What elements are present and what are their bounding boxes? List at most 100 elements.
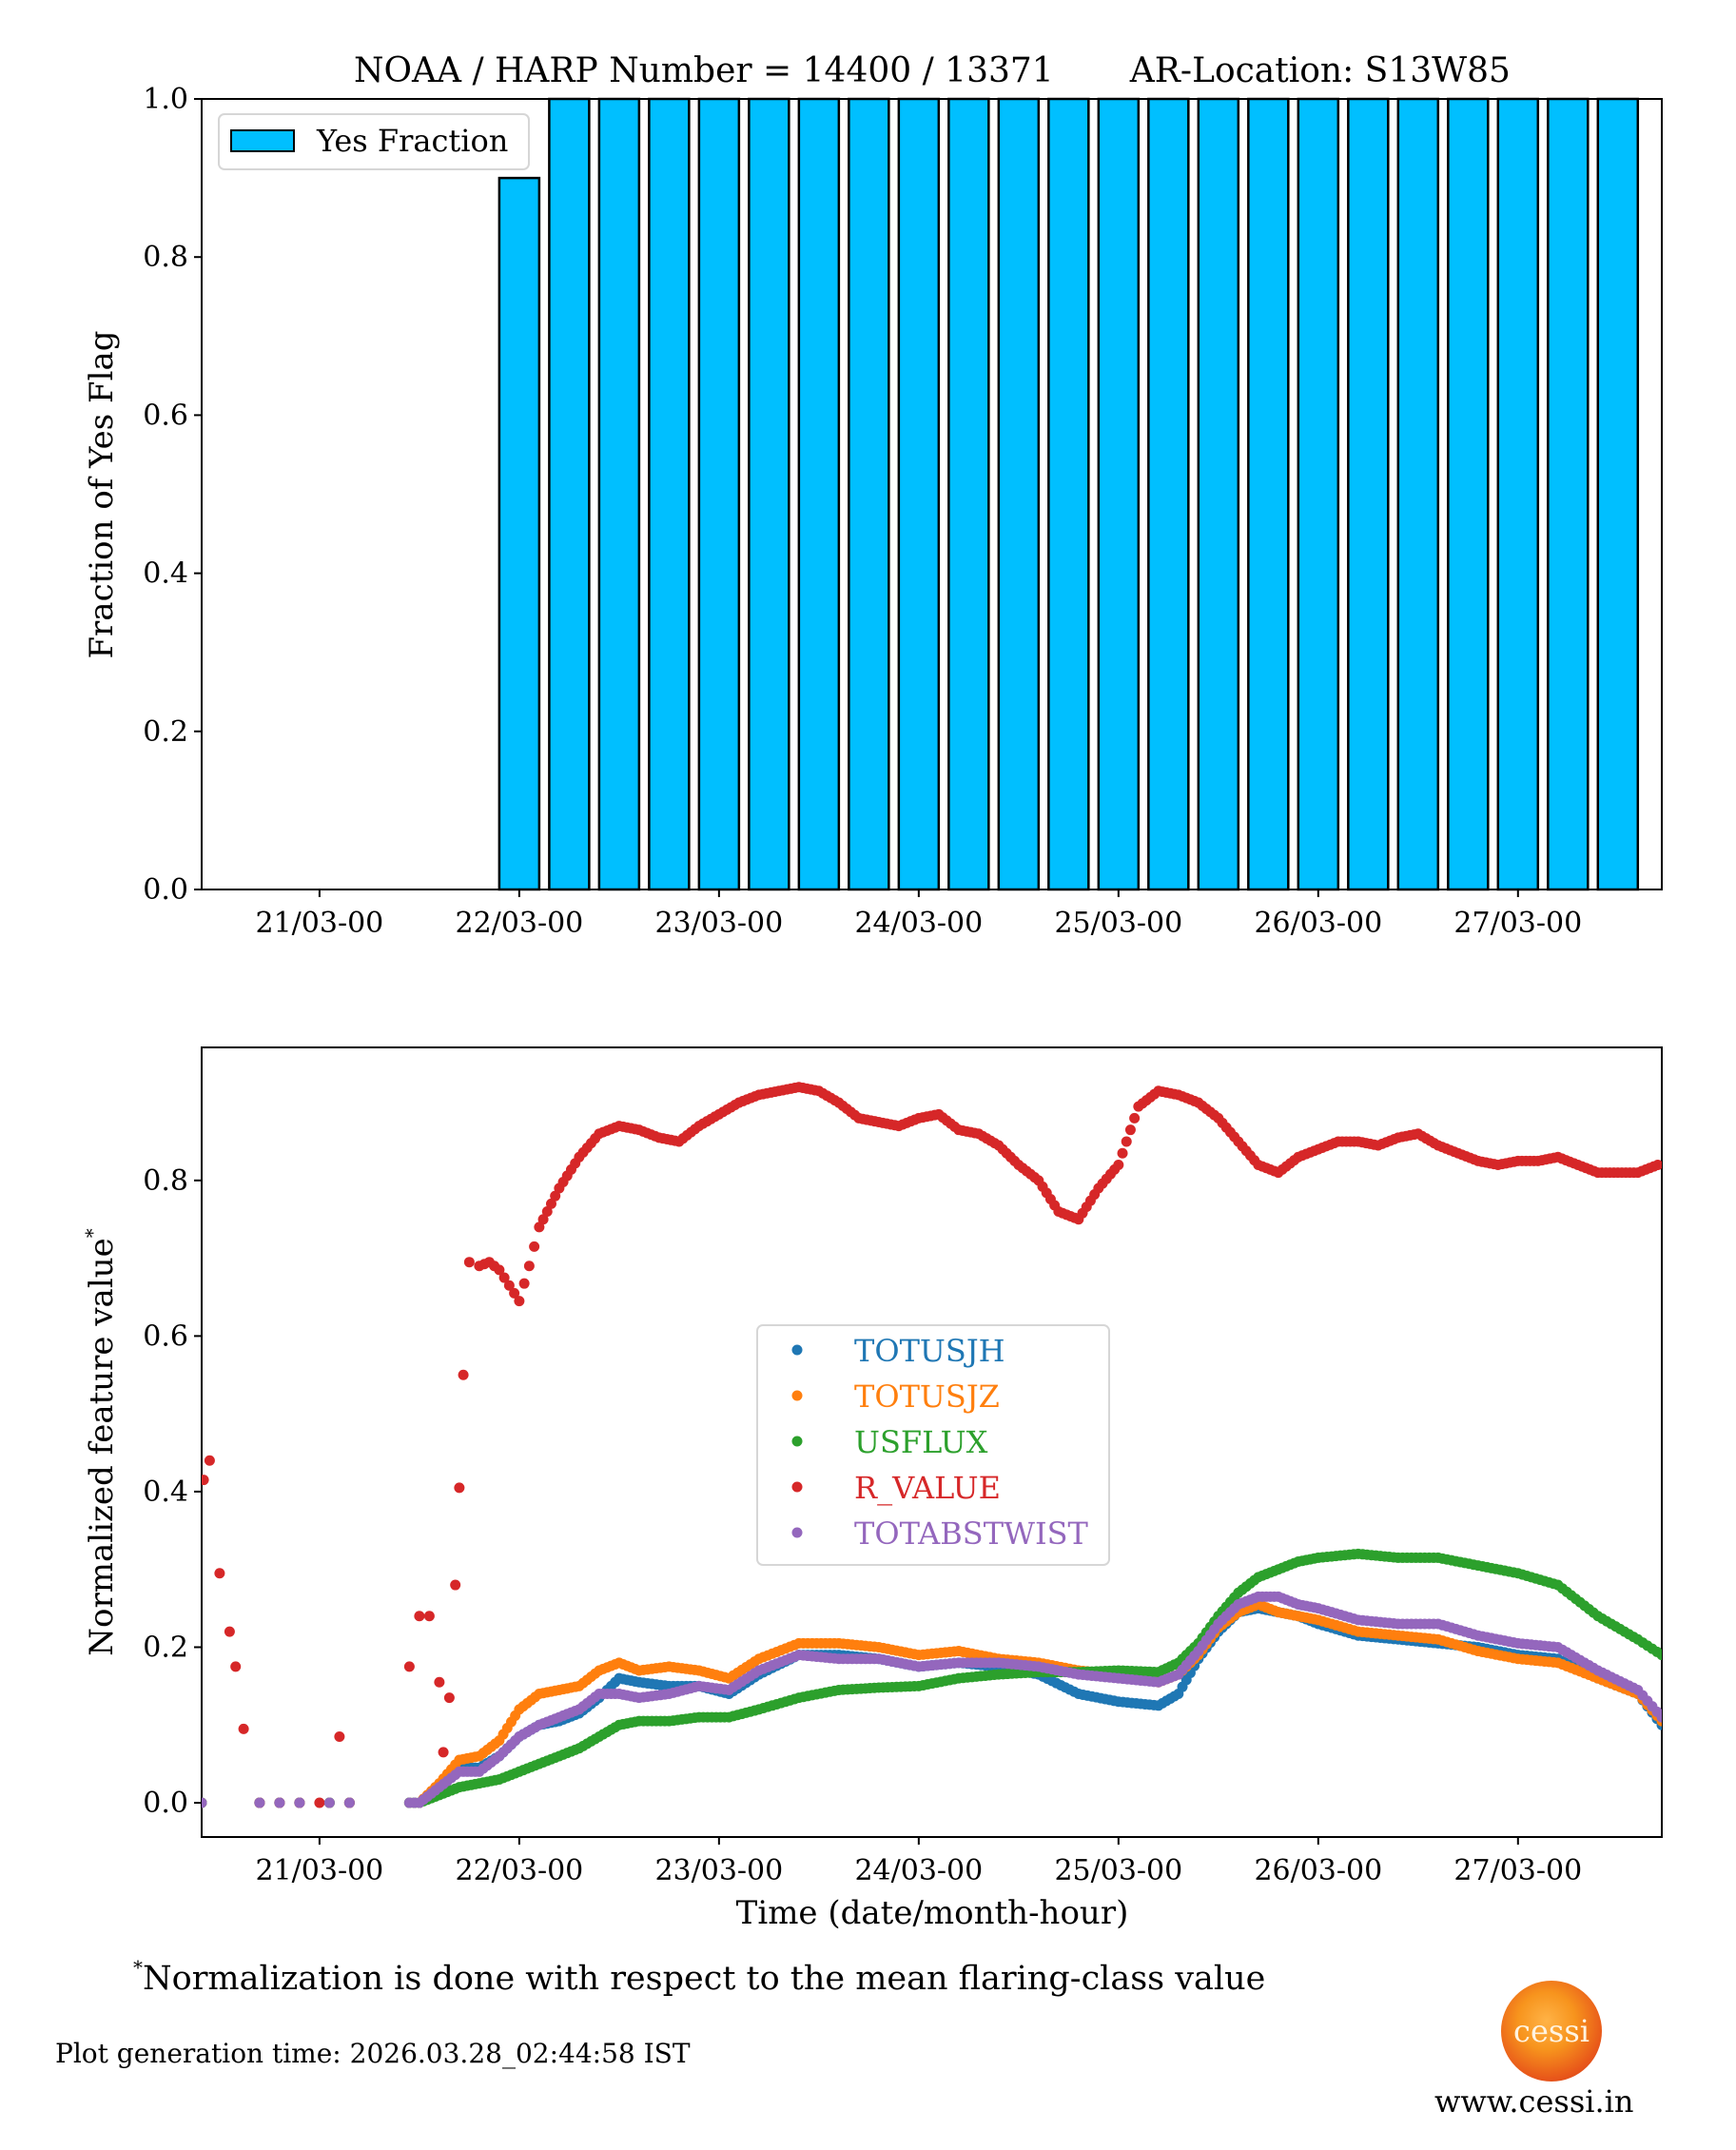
bar	[597, 97, 641, 891]
yes-fraction-bar-chart: NOAA / HARP Number = 14400 / 13371 AR-Lo…	[83, 51, 1663, 940]
data-point	[274, 1797, 285, 1808]
data-point	[423, 1611, 435, 1622]
bar	[848, 97, 890, 891]
plot-generation-time: Plot generation time: 2026.03.28_02:44:5…	[55, 2038, 691, 2069]
series-totabstwist	[202, 1591, 1662, 1808]
data-point	[534, 1222, 545, 1233]
website-link[interactable]: www.cessi.in	[1434, 2083, 1634, 2120]
x-tick-label: 24/03-00	[854, 1854, 983, 1887]
data-point	[230, 1661, 242, 1672]
x-tick-label: 27/03-00	[1453, 907, 1582, 940]
data-point	[503, 1280, 515, 1291]
y-tick-label: 0.4	[143, 557, 188, 591]
data-point	[204, 1455, 215, 1466]
bar	[1297, 97, 1340, 891]
legend-frame	[756, 1324, 1110, 1566]
data-point	[458, 1369, 469, 1380]
data-point	[1656, 1711, 1662, 1723]
bar	[997, 97, 1041, 891]
data-point	[202, 1475, 209, 1486]
bar	[1347, 97, 1390, 891]
bar	[497, 176, 541, 891]
data-point	[509, 1287, 520, 1299]
data-point	[498, 1272, 510, 1283]
legend: TOTUSJH TOTUSJZ USFLUX R_VALUE TOTABSTWIST	[756, 1324, 1110, 1566]
legend-label: TOTUSJZ	[854, 1378, 1000, 1415]
footnote-text: Normalization is done with respect to th…	[143, 1960, 1266, 1998]
y-tick-label: 0.8	[143, 241, 188, 274]
data-point	[434, 1676, 445, 1688]
x-tick-label: 25/03-00	[1054, 907, 1182, 940]
data-point	[1121, 1136, 1132, 1147]
bar	[1247, 97, 1290, 891]
data-point	[537, 1214, 549, 1225]
legend-marker	[791, 1481, 803, 1493]
x-tick-label: 24/03-00	[854, 907, 983, 940]
data-point	[1117, 1147, 1128, 1159]
data-point	[254, 1797, 265, 1808]
data-point	[454, 1482, 465, 1494]
legend-label: USFLUX	[854, 1424, 988, 1460]
series-usflux	[202, 1548, 1662, 1808]
data-point	[514, 1296, 525, 1307]
legend-marker	[791, 1527, 803, 1538]
data-point	[414, 1611, 425, 1622]
legend-swatch	[230, 129, 295, 152]
footnote-mark: *	[133, 1956, 143, 1979]
y-axis-label: Fraction of Yes Flag	[83, 330, 121, 658]
y-tick-label: 0.2	[143, 1631, 188, 1664]
data-point	[523, 1261, 535, 1272]
x-tick-label: 25/03-00	[1054, 1854, 1182, 1887]
y-axis-label: Normalized feature value*	[81, 1228, 121, 1655]
data-point	[518, 1278, 530, 1289]
data-point	[323, 1797, 335, 1808]
y-tick-label: 0.8	[143, 1164, 188, 1198]
data-point	[443, 1692, 455, 1704]
footnote-mark: *	[81, 1228, 104, 1238]
legend-marker	[791, 1344, 803, 1356]
bar	[1596, 97, 1640, 891]
logo-text: cessi	[1513, 2013, 1590, 2049]
y-tick-label: 0.6	[143, 1319, 188, 1353]
normalization-footnote: *Normalization is done with respect to t…	[133, 1956, 1266, 1998]
bar	[1547, 97, 1590, 891]
x-tick-label: 21/03-00	[256, 1854, 384, 1887]
x-tick-label: 23/03-00	[654, 1854, 783, 1887]
legend-marker	[791, 1436, 803, 1447]
y-tick-label: 1.0	[143, 83, 188, 116]
series-totusjz	[202, 1598, 1662, 1808]
x-tick-label: 22/03-00	[455, 907, 583, 940]
legend: Yes Fraction	[218, 113, 530, 170]
bar	[548, 97, 591, 891]
bar	[1396, 97, 1440, 891]
data-point	[1124, 1124, 1136, 1136]
series-r-value	[202, 1082, 1662, 1808]
bar	[648, 97, 691, 891]
bar	[1197, 97, 1240, 891]
x-tick-label: 27/03-00	[1453, 1854, 1582, 1887]
bar	[697, 97, 741, 891]
data-point	[224, 1626, 235, 1637]
x-tick-label: 23/03-00	[654, 907, 783, 940]
data-point	[1129, 1112, 1141, 1124]
bar	[797, 97, 841, 891]
x-tick-label: 26/03-00	[1254, 1854, 1382, 1887]
y-tick-label: 0.0	[143, 1787, 188, 1820]
data-point	[1652, 1159, 1662, 1170]
data-point	[541, 1206, 553, 1218]
bar	[1047, 97, 1090, 891]
data-point	[450, 1579, 461, 1591]
normalized-features-scatter-chart: 0.0 0.2 0.4 0.6 0.8 21/03-00 22/03-00 23/03-00…	[81, 1046, 1663, 1932]
data-point	[214, 1568, 225, 1579]
x-tick-label: 22/03-00	[455, 1854, 583, 1887]
y-tick-label: 0.6	[143, 399, 188, 432]
bar	[1496, 97, 1540, 891]
bar	[748, 97, 790, 891]
data-point	[1656, 1650, 1662, 1661]
y-tick-label: 0.4	[143, 1476, 188, 1509]
bar	[1147, 97, 1190, 891]
data-point	[334, 1731, 345, 1743]
legend-frame	[218, 113, 530, 170]
series-totusjh	[202, 1603, 1662, 1808]
